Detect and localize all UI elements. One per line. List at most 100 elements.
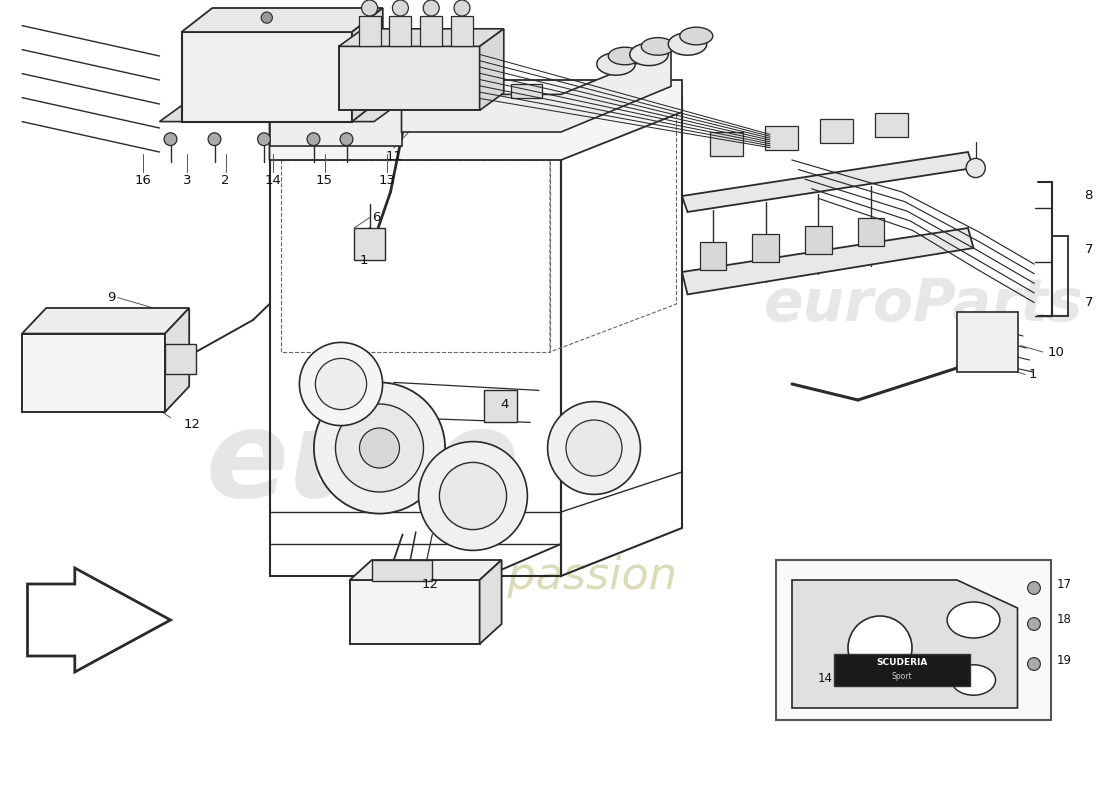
Circle shape — [1027, 658, 1041, 670]
Text: 13: 13 — [378, 174, 396, 186]
Circle shape — [848, 616, 912, 680]
Circle shape — [299, 342, 383, 426]
Text: 18: 18 — [1057, 614, 1072, 626]
Polygon shape — [402, 50, 671, 132]
Polygon shape — [480, 560, 502, 644]
Text: 14: 14 — [817, 672, 833, 685]
Circle shape — [257, 133, 271, 146]
Bar — [710, 132, 742, 156]
Polygon shape — [352, 8, 383, 122]
Polygon shape — [339, 29, 504, 46]
Text: 12: 12 — [421, 578, 438, 590]
Bar — [314, 84, 344, 98]
Bar — [957, 312, 1018, 372]
Bar — [270, 94, 402, 146]
Polygon shape — [792, 580, 1018, 708]
Polygon shape — [682, 228, 974, 294]
Text: Sport: Sport — [892, 672, 912, 682]
Bar — [389, 16, 411, 46]
Bar — [359, 16, 381, 46]
Bar — [372, 560, 432, 581]
Text: 11: 11 — [385, 150, 403, 162]
Text: 9: 9 — [107, 291, 116, 304]
Circle shape — [316, 358, 366, 410]
Circle shape — [548, 402, 640, 494]
Text: 12: 12 — [184, 418, 201, 430]
Bar — [752, 234, 779, 262]
Polygon shape — [182, 8, 383, 32]
Circle shape — [566, 420, 621, 476]
Circle shape — [1027, 618, 1041, 630]
Bar — [420, 16, 442, 46]
Ellipse shape — [641, 38, 674, 55]
Text: SCUDERIA: SCUDERIA — [877, 658, 927, 667]
Circle shape — [360, 428, 399, 468]
Polygon shape — [165, 308, 189, 412]
Circle shape — [208, 133, 221, 146]
Bar — [379, 84, 410, 98]
Circle shape — [307, 133, 320, 146]
Text: 8: 8 — [1085, 189, 1093, 202]
Circle shape — [336, 404, 424, 492]
Polygon shape — [160, 99, 405, 122]
Polygon shape — [28, 568, 170, 672]
Bar — [820, 119, 852, 143]
Bar — [764, 126, 798, 150]
Circle shape — [966, 158, 986, 178]
Circle shape — [393, 0, 408, 16]
Bar — [182, 32, 352, 122]
Bar — [858, 218, 884, 246]
Bar — [22, 334, 165, 412]
Ellipse shape — [680, 27, 713, 45]
Text: 14: 14 — [264, 174, 282, 186]
Text: 19: 19 — [1057, 654, 1072, 666]
Bar — [805, 226, 832, 254]
Text: 15: 15 — [316, 174, 333, 186]
Bar — [354, 228, 385, 260]
Polygon shape — [22, 308, 189, 334]
Bar — [776, 560, 1050, 720]
Ellipse shape — [952, 665, 996, 695]
Circle shape — [439, 462, 507, 530]
Bar — [165, 344, 196, 374]
Bar — [834, 654, 970, 686]
Text: 3: 3 — [183, 174, 191, 186]
Text: 16: 16 — [134, 174, 152, 186]
Text: 6: 6 — [372, 211, 381, 224]
Ellipse shape — [597, 53, 636, 75]
Text: a passion: a passion — [466, 554, 678, 598]
Polygon shape — [682, 152, 974, 212]
Text: 7: 7 — [1085, 296, 1093, 309]
Circle shape — [164, 133, 177, 146]
Text: 7: 7 — [1085, 243, 1093, 256]
Polygon shape — [270, 80, 682, 160]
Ellipse shape — [608, 47, 641, 65]
Bar — [874, 113, 907, 137]
Bar — [339, 46, 480, 110]
Bar — [484, 390, 517, 422]
Polygon shape — [350, 560, 502, 580]
Text: 4: 4 — [500, 398, 509, 410]
Bar — [451, 16, 473, 46]
Text: euroParts: euroParts — [764, 275, 1084, 333]
Text: 17: 17 — [1057, 578, 1072, 590]
Ellipse shape — [669, 33, 706, 55]
Text: 1: 1 — [1028, 368, 1037, 381]
Text: 1: 1 — [360, 254, 368, 266]
Polygon shape — [480, 29, 504, 110]
Circle shape — [454, 0, 470, 16]
Circle shape — [340, 133, 353, 146]
Text: euro: euro — [206, 406, 520, 522]
Circle shape — [314, 382, 446, 514]
Ellipse shape — [629, 43, 669, 66]
Bar — [446, 84, 476, 98]
Bar — [700, 242, 726, 270]
Circle shape — [424, 0, 439, 16]
Bar — [512, 84, 542, 98]
Circle shape — [419, 442, 527, 550]
Circle shape — [362, 0, 377, 16]
Text: 2: 2 — [221, 174, 230, 186]
Text: 10: 10 — [1047, 346, 1064, 358]
Circle shape — [1027, 582, 1041, 594]
Circle shape — [261, 12, 273, 23]
